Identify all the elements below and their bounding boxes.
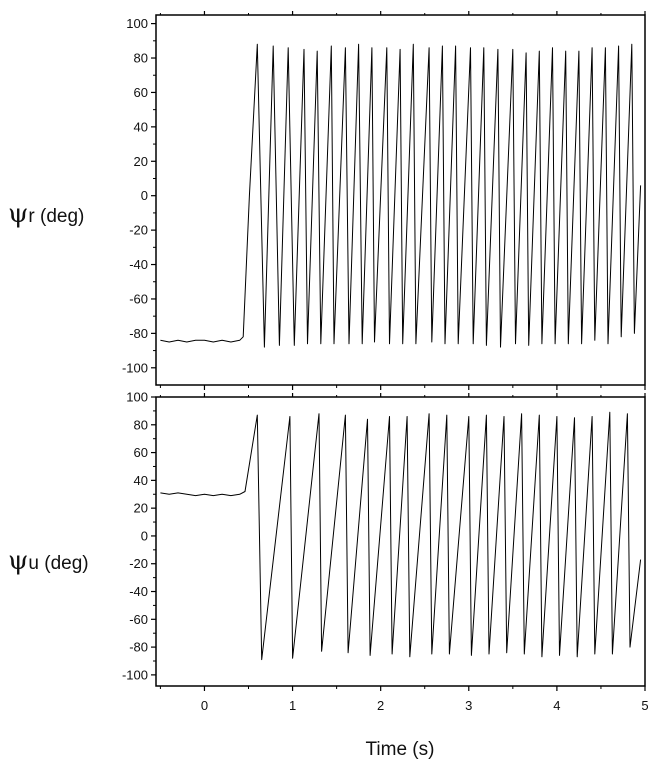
y-tick-label: 40 xyxy=(134,473,148,488)
panel-psi-u: 100 80 60 40 20 0 -20 -40 -60 -80 -100 0 1 2 3 4 5 xyxy=(122,390,648,714)
y-tick-label: 60 xyxy=(134,445,148,460)
y-tick-label: 20 xyxy=(134,501,148,516)
y-tick-label: -40 xyxy=(129,257,148,272)
y-tick-label: 0 xyxy=(141,188,148,203)
y-tick-label: 80 xyxy=(134,51,148,66)
x-tick-label: 3 xyxy=(465,698,472,713)
y-tick-label: 0 xyxy=(141,528,148,543)
y-tick-label: 100 xyxy=(126,390,148,405)
y-tick-label: -80 xyxy=(129,326,148,341)
x-tick-label: 5 xyxy=(641,698,648,713)
y-tick-label: -60 xyxy=(129,291,148,306)
x-tick-label: 4 xyxy=(553,698,560,713)
ylabel-psi-u: ψu (deg) xyxy=(8,546,89,576)
y-tick-label: -100 xyxy=(122,360,148,375)
y-tick-label: -60 xyxy=(129,612,148,627)
x-tick-label: 1 xyxy=(289,698,296,713)
xlabel-time: Time (s) xyxy=(366,739,435,760)
plot-frame xyxy=(155,396,646,687)
y-tick-label: 100 xyxy=(126,16,148,31)
y-tick-label: -20 xyxy=(129,556,148,571)
series-line xyxy=(160,43,642,348)
y-tick-label: 40 xyxy=(134,119,148,134)
y-tick-label: -100 xyxy=(122,667,148,682)
y-tick-label: -40 xyxy=(129,584,148,599)
y-tick-label: -20 xyxy=(129,223,148,238)
y-tick-label: 20 xyxy=(134,154,148,169)
y-tick-label: 80 xyxy=(134,417,148,432)
series-line xyxy=(160,411,642,661)
panel-psi-r: 100 80 60 40 20 0 -20 -40 -60 -80 -100 xyxy=(122,11,646,390)
plot-frame xyxy=(155,14,646,386)
x-tick-label: 2 xyxy=(377,698,384,713)
ylabel-psi-r: ψr (deg) xyxy=(8,199,84,229)
y-tick-label: -80 xyxy=(129,640,148,655)
y-tick-label: 60 xyxy=(134,85,148,100)
x-tick-label: 0 xyxy=(201,698,208,713)
